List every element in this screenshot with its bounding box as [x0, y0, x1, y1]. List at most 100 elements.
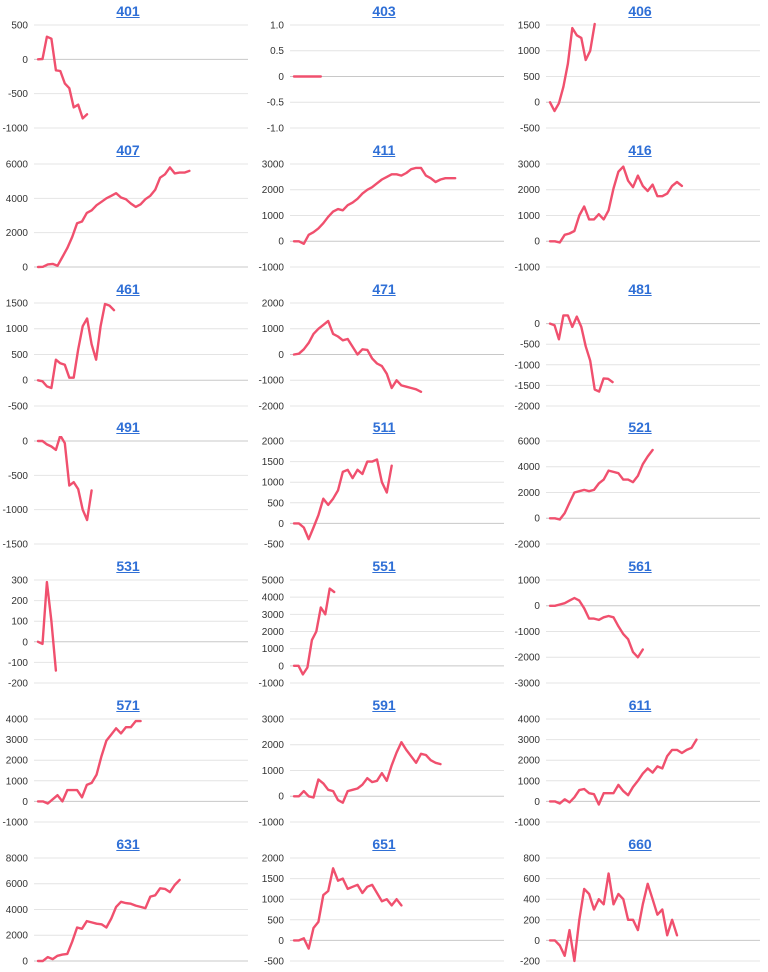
chart-title-link[interactable]: 521 — [628, 419, 652, 436]
y-tick-label: -500 — [264, 540, 284, 551]
series-line — [548, 449, 654, 522]
y-tick-label: 600 — [523, 874, 540, 885]
chart-title-link[interactable]: 407 — [116, 141, 140, 158]
series-line — [36, 719, 142, 805]
y-tick-label: 0 — [278, 519, 284, 530]
line-chart-416: 3000 2000 1000 0 -1000 — [514, 159, 760, 273]
y-tick-label: 0 — [22, 956, 28, 967]
chart-panel-551: 5000 4000 3000 2000 1000 0 -1000 551 — [256, 555, 512, 694]
chart-title-link[interactable]: 591 — [372, 696, 396, 713]
y-tick-label: 0 — [22, 55, 28, 66]
y-tick-label: 1000 — [262, 644, 285, 655]
chart-title-link[interactable]: 631 — [116, 835, 140, 852]
line-chart-406: 1500 1000 500 0 -500 — [518, 20, 760, 134]
chart-panel-411: 3000 2000 1000 0 -1000 411 — [256, 139, 512, 278]
chart-panel-403: 1.0 0.5 0 -0.5 -1.0 403 — [256, 0, 512, 139]
y-tick-label: 0 — [534, 98, 540, 109]
y-tick-label: -500 — [8, 471, 28, 482]
chart-panel-481: 0 -500 -1000 -1500 -2000 481 — [512, 278, 768, 417]
y-tick-label: -0.5 — [267, 98, 285, 109]
series-line — [548, 313, 614, 393]
y-tick-label: 1500 — [262, 874, 285, 885]
y-tick-label: -2000 — [514, 653, 540, 664]
chart-title-link[interactable]: 551 — [372, 558, 396, 575]
y-tick-label: 6000 — [6, 159, 29, 170]
chart-panel-406: 1500 1000 500 0 -500 406 — [512, 0, 768, 139]
y-tick-label: 4000 — [6, 194, 29, 205]
chart-title-link[interactable]: 660 — [628, 835, 652, 852]
y-tick-label: 2000 — [262, 298, 285, 309]
chart-title-link[interactable]: 651 — [372, 835, 396, 852]
y-tick-label: -1000 — [514, 627, 540, 638]
chart-panel-571: 4000 3000 2000 1000 0 -1000 571 — [0, 694, 256, 833]
y-tick-label: -1000 — [258, 262, 284, 273]
y-tick-label: 1000 — [518, 211, 541, 222]
y-tick-label: 0 — [534, 936, 540, 947]
y-tick-label: 0 — [278, 350, 284, 361]
y-tick-label: -2000 — [514, 401, 540, 412]
y-tick-label: 0 — [22, 437, 28, 448]
series-line — [548, 872, 679, 962]
y-tick-label: 1500 — [262, 457, 285, 468]
y-tick-label: 0 — [534, 237, 540, 248]
series-line — [36, 165, 191, 268]
line-chart-403: 1.0 0.5 0 -0.5 -1.0 — [267, 20, 504, 134]
series-line — [292, 587, 336, 676]
y-tick-label: 2000 — [262, 627, 285, 638]
chart-title-link[interactable]: 611 — [628, 696, 652, 713]
chart-title-link[interactable]: 531 — [116, 558, 140, 575]
series-line — [292, 458, 393, 541]
y-tick-label: 3000 — [262, 714, 285, 725]
series-line — [36, 302, 116, 389]
y-tick-label: 500 — [267, 915, 284, 926]
y-tick-label: 3000 — [518, 159, 541, 170]
chart-title-link[interactable]: 471 — [372, 280, 396, 297]
series-line — [548, 22, 596, 113]
y-tick-label: 300 — [11, 576, 28, 587]
y-tick-label: -200 — [8, 679, 28, 690]
chart-title-link[interactable]: 511 — [372, 419, 396, 436]
y-tick-label: 8000 — [6, 853, 29, 864]
line-chart-591: 3000 2000 1000 0 -1000 — [258, 714, 504, 828]
y-tick-label: 800 — [523, 853, 540, 864]
chart-panel-407: 6000 4000 2000 0 407 — [0, 139, 256, 278]
y-tick-label: 1000 — [518, 776, 541, 787]
series-line — [292, 866, 403, 950]
y-tick-label: -1000 — [2, 506, 28, 517]
y-tick-label: 1000 — [518, 46, 541, 57]
y-tick-label: 0 — [22, 637, 28, 648]
chart-title-link[interactable]: 406 — [628, 3, 652, 19]
chart-panel-660: 800 600 400 200 0 -200 660 — [512, 833, 768, 972]
chart-title-link[interactable]: 491 — [116, 419, 140, 436]
y-tick-label: -1000 — [258, 817, 284, 828]
y-tick-label: -1500 — [514, 380, 540, 391]
y-tick-label: 0 — [22, 375, 28, 386]
y-tick-label: 500 — [11, 20, 28, 31]
y-tick-label: -1000 — [514, 360, 540, 371]
y-tick-label: 1000 — [262, 324, 285, 335]
y-tick-label: 0 — [534, 514, 540, 525]
chart-title-link[interactable]: 416 — [628, 141, 652, 158]
chart-title-link[interactable]: 571 — [116, 696, 140, 713]
chart-title-link[interactable]: 401 — [116, 3, 140, 19]
line-chart-401: 500 0 -500 -1000 — [2, 20, 248, 134]
y-tick-label: 0 — [22, 797, 28, 808]
chart-title-link[interactable]: 461 — [116, 280, 140, 297]
y-tick-label: 5000 — [262, 576, 285, 587]
line-chart-561: 1000 0 -1000 -2000 -3000 — [514, 576, 760, 690]
line-chart-571: 4000 3000 2000 1000 0 -1000 — [2, 714, 248, 828]
y-tick-label: 2000 — [6, 756, 29, 767]
y-tick-label: 0 — [278, 662, 284, 673]
chart-title-link[interactable]: 481 — [628, 280, 652, 297]
y-tick-label: 100 — [11, 617, 28, 628]
chart-title-link[interactable]: 561 — [628, 558, 652, 575]
y-tick-label: -2000 — [514, 540, 540, 551]
series-line — [292, 740, 442, 804]
series-line — [36, 581, 58, 672]
chart-title-link[interactable]: 411 — [372, 141, 396, 158]
y-tick-label: -1000 — [514, 262, 540, 273]
y-tick-label: 2000 — [262, 185, 285, 196]
y-tick-label: 3000 — [262, 159, 285, 170]
chart-title-link[interactable]: 403 — [372, 3, 396, 19]
y-tick-label: 1500 — [6, 298, 29, 309]
